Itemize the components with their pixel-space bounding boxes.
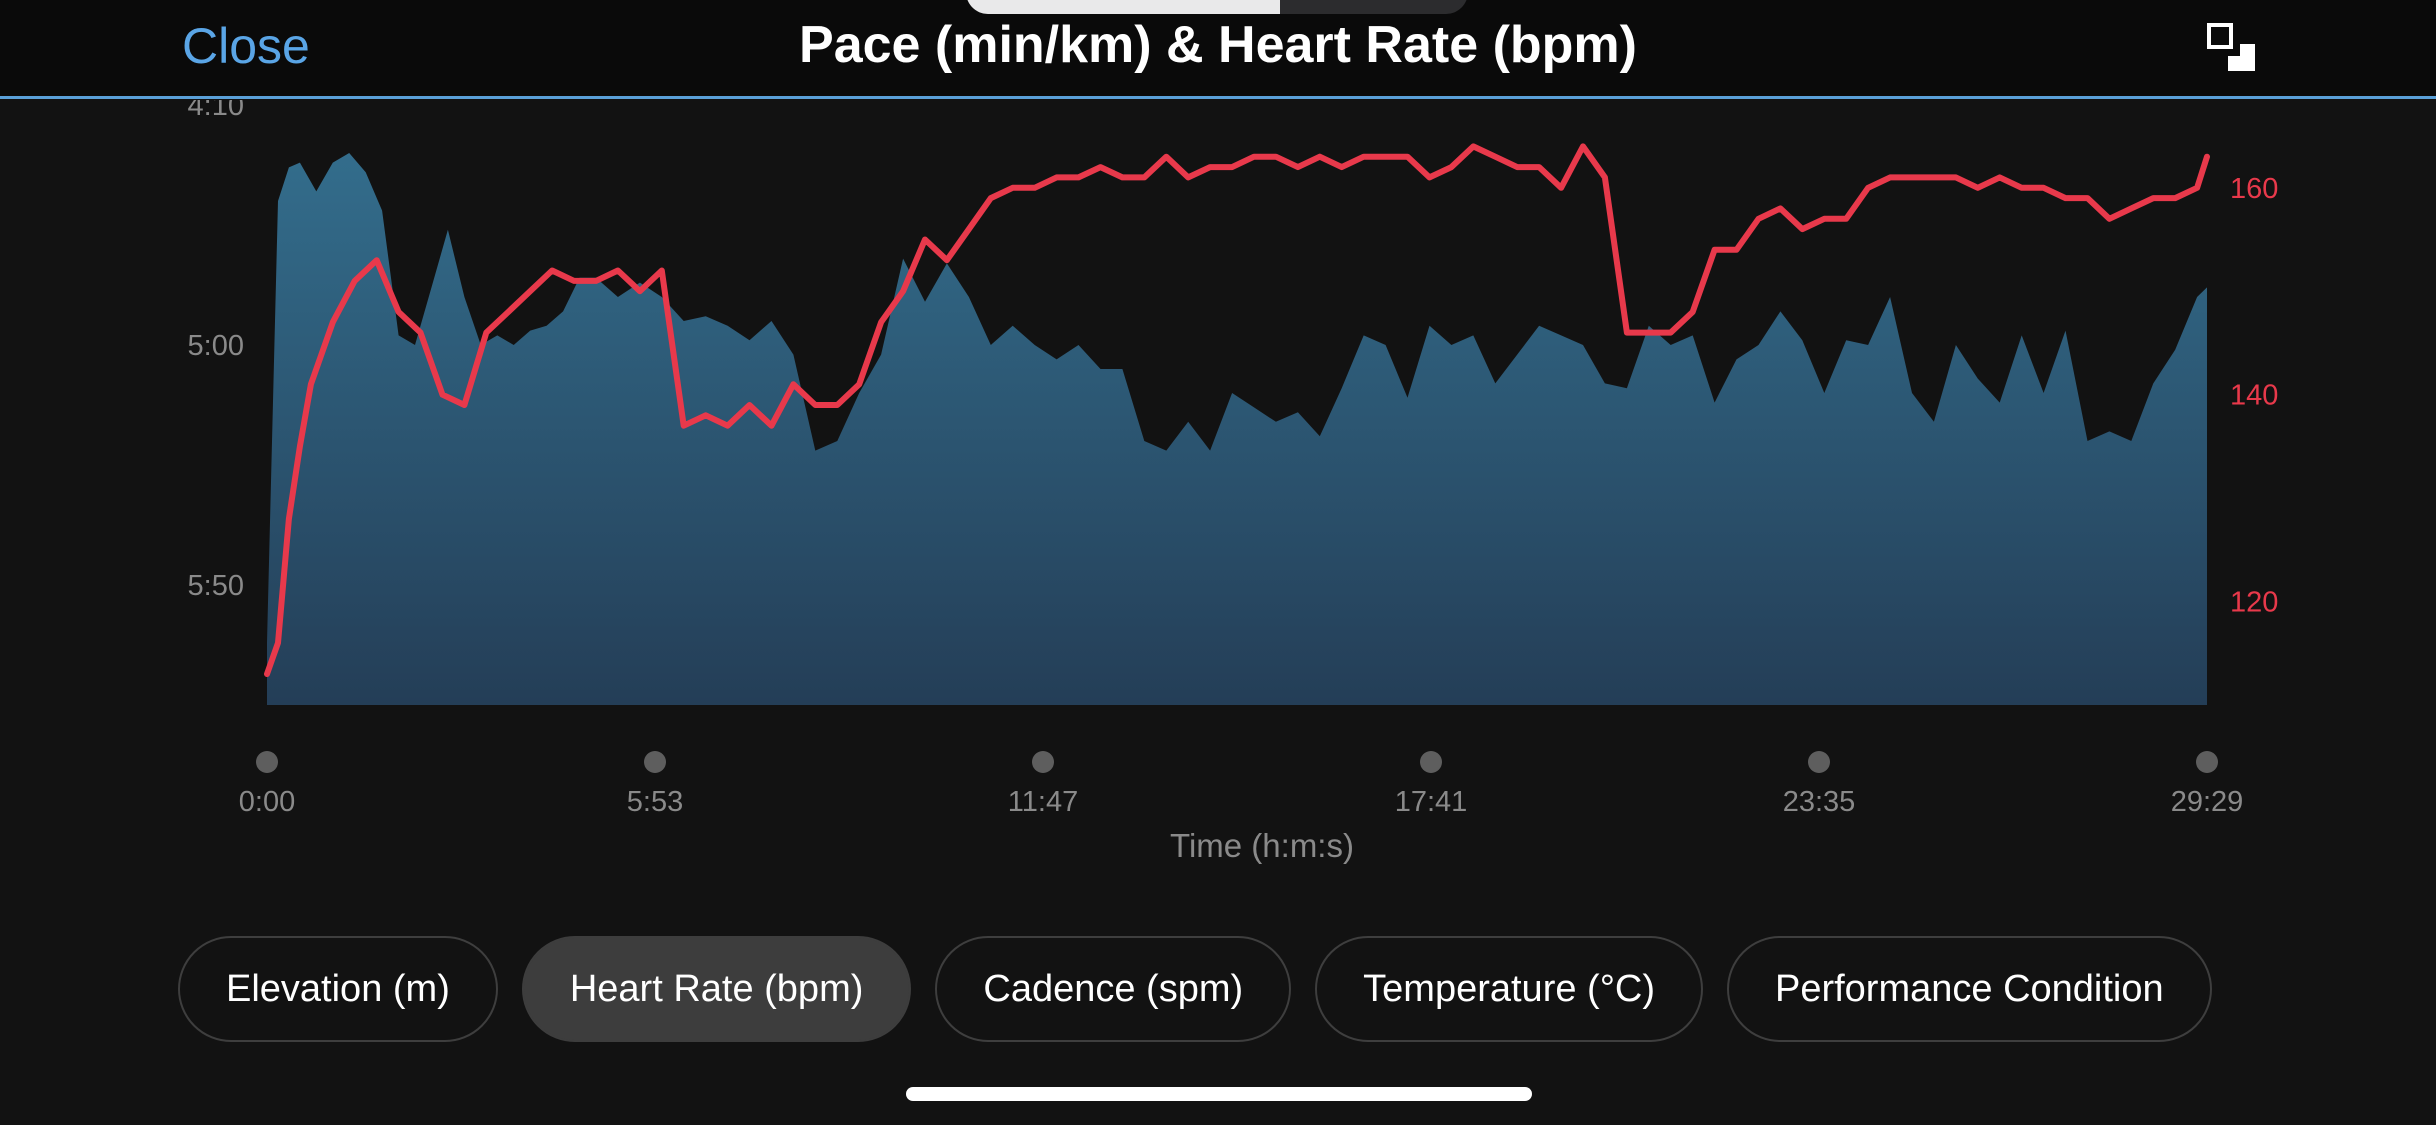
left-axis: 4:10 5:00 5:50	[188, 100, 244, 602]
tab-temperature-c[interactable]: Temperature (°C)	[1315, 936, 1703, 1042]
x-axis: 0:00 5:53 11:47 17:41 23:35 29:29	[239, 751, 2244, 818]
x-tick-dot	[644, 751, 666, 773]
tab-performance-condition[interactable]: Performance Condition	[1726, 936, 2212, 1042]
expand-icon[interactable]	[2206, 22, 2258, 74]
page-title: Pace (min/km) & Heart Rate (bpm)	[799, 16, 1637, 74]
home-indicator	[906, 1087, 1532, 1101]
heart-rate-tick-label: 160	[2230, 173, 2278, 205]
x-axis-title: Time (h:m:s)	[1170, 827, 1354, 864]
x-tick-label: 11:47	[1008, 786, 1078, 818]
x-tick-dot	[256, 751, 278, 773]
header-bar: Close Pace (min/km) & Heart Rate (bpm)	[0, 0, 2436, 99]
x-tick-dot	[1808, 751, 1830, 773]
close-button[interactable]: Close	[182, 18, 310, 74]
tab-cadence-spm[interactable]: Cadence (spm)	[935, 936, 1292, 1042]
pace-heart-rate-chart: 4:10 5:00 5:50 160 140 120 0:00 5:53 11:47 17:4…	[188, 100, 2279, 864]
heart-rate-tick-label: 140	[2230, 380, 2278, 412]
tab-elevation-m[interactable]: Elevation (m)	[178, 936, 498, 1042]
x-tick-dot	[1420, 751, 1442, 773]
right-axis: 160 140 120	[2230, 173, 2278, 619]
pace-tick-label: 5:00	[188, 330, 244, 362]
pace-tick-label: 5:50	[188, 570, 244, 602]
sheet-grabber[interactable]	[966, 0, 1468, 14]
heart-rate-line	[264, 143, 2210, 677]
x-tick-label: 0:00	[239, 786, 295, 818]
metric-tabs: Elevation (m) Heart Rate (bpm) Cadence (sp…	[178, 936, 2304, 1046]
x-tick-label: 23:35	[1783, 786, 1856, 818]
pace-tick-label: 4:10	[188, 100, 244, 122]
sheet-grabber-fill	[966, 0, 1280, 14]
heart-rate-tick-label: 120	[2230, 587, 2278, 619]
x-tick-dot	[1032, 751, 1054, 773]
x-tick-label: 29:29	[2171, 786, 2244, 818]
x-tick-dot	[2196, 751, 2218, 773]
x-tick-label: 17:41	[1395, 786, 1468, 818]
tab-heart-rate-bpm[interactable]: Heart Rate (bpm)	[521, 936, 912, 1042]
x-tick-label: 5:53	[627, 786, 683, 818]
pace-area	[267, 153, 2207, 705]
